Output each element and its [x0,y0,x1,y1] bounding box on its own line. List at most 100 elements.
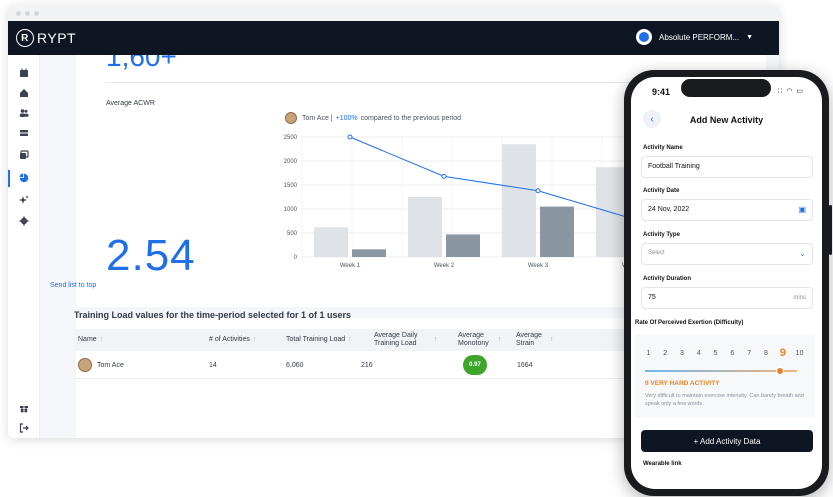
x-tick-label: Week 1 [340,263,361,269]
rpe-selector: 1 2 3 4 5 6 7 8 9 10 9 VERY HARD ACTIVITY Very di… [635,335,815,417]
account-name: Absolute PERFORM... [659,32,740,42]
caret-down-icon: ▼ [746,33,753,41]
rpe-option-7[interactable]: 7 [747,350,752,357]
activity-date-label: Activity Date [643,188,680,194]
chevron-left-icon: ‹ [650,113,654,125]
line-point-3 [535,188,541,194]
phone-notch [681,79,771,97]
column-avg-strain[interactable]: Average Strain [516,332,542,347]
logo-text: RYPT [37,30,77,46]
column-name[interactable]: Name ↑ [78,336,104,343]
logo-mark-icon: R [16,29,34,47]
sort-arrow-icon[interactable]: ↑ [434,336,438,343]
column-avg-daily[interactable]: Average Daily Training Load [374,332,418,347]
phone-mockup: 9:41 ∷ ◠ ▭ ‹ Add New Activity Activity N… [624,70,832,496]
gear-icon[interactable] [18,215,30,227]
sidebar-active-indicator [8,170,10,187]
activity-type-select[interactable]: Select ⌄ [641,243,813,265]
rpe-option-9[interactable]: 9 [779,347,786,359]
bar-light-1 [314,227,348,257]
send-list-to-top-link[interactable]: Send list to top [50,282,97,289]
rpe-option-1[interactable]: 1 [646,350,651,357]
rpe-slider-thumb[interactable] [776,367,784,375]
bar-dark-3 [540,206,574,257]
rpe-option-10[interactable]: 10 [795,350,804,357]
phone-screen: 9:41 ∷ ◠ ▭ ‹ Add New Activity Activity N… [631,77,822,489]
sparkle-icon[interactable] [18,194,30,206]
athlete-avatar [78,358,92,372]
gift-icon[interactable] [18,402,30,414]
logout-icon[interactable] [18,422,30,434]
back-button[interactable]: ‹ [643,110,661,128]
legend-change: +100% [335,114,358,122]
rpe-option-5[interactable]: 5 [713,350,718,357]
chevron-down-icon: ⌄ [799,249,806,258]
y-tick-label: 1000 [284,207,298,213]
line-point-2 [441,173,447,179]
x-tick-label: Week 2 [434,263,455,269]
rpe-level-text: 9 VERY HARD ACTIVITY [645,380,720,387]
column-avg-monotony[interactable]: Average Monotony [458,332,489,347]
cell-avg-daily: 216 [361,362,373,369]
rpe-option-4[interactable]: 4 [696,350,701,357]
y-tick-label: 1500 [284,183,298,189]
users-icon[interactable] [18,107,30,119]
phone-side-button [829,205,832,255]
rpe-description: Very difficult to maintain exercise inte… [645,393,804,407]
cell-strain: 1664 [517,362,533,369]
activity-name-input[interactable]: Football Training [641,156,813,178]
wearable-link-label: Wearable link [643,461,682,467]
athlete-avatar [285,112,297,124]
cell-activities: 14 [209,362,217,369]
column-activities[interactable]: # of Activities ↑ [209,336,257,343]
table-title: Training Load values for the time-period… [74,310,352,320]
line-point-1 [347,134,353,140]
rpe-slider-track[interactable] [645,370,797,372]
cell-total-load: 6,060 [286,362,304,369]
y-tick-label: 500 [287,231,298,237]
status-icons: ∷ ◠ ▭ [777,88,804,95]
account-menu[interactable]: Absolute PERFORM... ▼ [636,29,753,45]
pie-chart-icon[interactable] [18,172,30,184]
app-header: R RYPT Absolute PERFORM... ▼ [8,21,779,55]
bar-light-2 [408,197,442,257]
account-avatar [636,29,653,45]
rpe-option-6[interactable]: 6 [730,350,735,357]
gallery-icon[interactable] [18,149,30,161]
training-load-table: Name ↑ # of Activities ↑ Total Training Lo… [74,329,734,379]
y-tick-label: 0 [294,255,298,261]
calendar-icon[interactable] [18,67,30,79]
rpe-scale: 1 2 3 4 5 6 7 8 9 10 [640,347,808,359]
rpe-option-3[interactable]: 3 [680,350,684,357]
acwr-value: 2.54 [106,231,196,280]
chart-legend: Tom Ace | +100% compared to the previous… [285,112,461,124]
sort-arrow-icon[interactable]: ↑ [498,336,502,343]
window-close-dot[interactable] [16,10,21,16]
window-maximize-dot[interactable] [34,10,39,16]
calendar-icon: ▣ [798,205,806,214]
table-header: Name ↑ # of Activities ↑ Total Training Lo… [74,329,734,351]
window-titlebar [8,5,779,21]
app-logo[interactable]: R RYPT [16,29,76,47]
bar-dark-1 [352,249,386,257]
series-line [349,136,633,220]
activity-type-label: Activity Type [643,232,680,238]
list-icon[interactable] [18,127,30,139]
cell-monotony-badge: 0.97 [463,355,487,375]
acwr-label: Average ACWR [106,100,155,107]
cell-name[interactable]: Tom Ace [97,362,124,369]
rpe-option-2[interactable]: 2 [663,350,668,357]
activity-name-label: Activity Name [643,145,683,151]
activity-date-input[interactable]: 24 Nov, 2022 ▣ [641,199,813,221]
window-minimize-dot[interactable] [25,10,30,16]
table-row[interactable]: Tom Ace 14 6,060 216 0.97 1664 [74,351,734,379]
previous-metric-value: 1,60+ [106,55,177,72]
add-activity-button[interactable]: + Add Activity Data [641,430,813,452]
column-total-load[interactable]: Total Training Load ↑ [286,336,352,343]
legend-suffix: compared to the previous period [360,114,462,122]
home-icon[interactable] [18,87,30,99]
activity-duration-input[interactable]: 75 mins [641,287,813,309]
sort-arrow-icon[interactable]: ↑ [550,336,554,343]
rpe-option-8[interactable]: 8 [764,350,768,357]
